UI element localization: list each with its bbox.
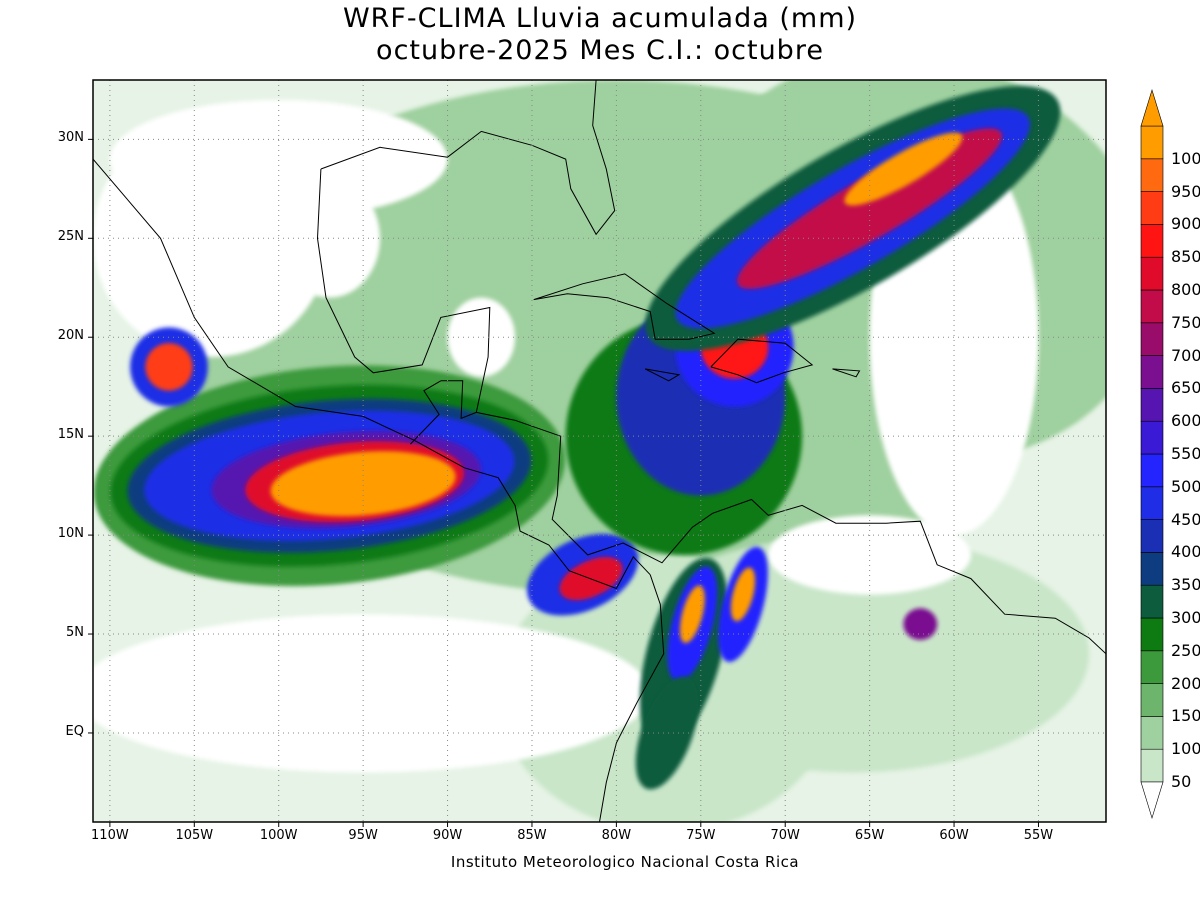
colorbar-swatch	[1140, 355, 1164, 389]
rain-peak-guyana	[903, 608, 938, 640]
coast-yucatan-border	[440, 380, 477, 420]
x-tick-label: 105W	[175, 828, 214, 843]
x-tick-label: 75W	[686, 828, 716, 843]
colorbar-label: 500	[1171, 476, 1200, 496]
colorbar-label: 250	[1171, 640, 1200, 660]
colorbar-swatch	[1140, 716, 1164, 750]
x-tick-label: 85W	[517, 828, 547, 843]
map-frame	[92, 79, 1107, 823]
colorbar-swatch	[1140, 552, 1164, 586]
colorbar-swatch	[1140, 650, 1164, 684]
colorbar-label: 950	[1171, 181, 1200, 201]
rain-contour	[737, 128, 1003, 289]
gridlines	[93, 80, 1106, 822]
coast-gulf-mexico	[316, 168, 1106, 655]
colorbar-label: 400	[1171, 542, 1200, 562]
x-tick-label: 110W	[91, 828, 129, 843]
coast-us-gulf	[320, 80, 616, 236]
rain-peak-pacific	[270, 451, 456, 517]
y-tick-label: 10N	[57, 526, 84, 542]
x-tick-label: 80W	[601, 828, 632, 843]
coast-south-america-west	[599, 574, 665, 822]
colorbar-label: 1000	[1171, 148, 1200, 168]
coast-mexico-pacific	[93, 158, 651, 590]
colorbar-swatch	[1140, 617, 1164, 652]
colorbar-swatch	[1140, 191, 1164, 225]
y-tick-label: 20N	[57, 328, 84, 344]
x-tick-label: 95W	[348, 828, 378, 843]
colorbar-label: 350	[1171, 575, 1200, 595]
x-tick-label: 55W	[1023, 828, 1054, 843]
colorbar-swatch	[1140, 420, 1164, 455]
colorbar-label: 200	[1171, 673, 1200, 693]
y-tick-label: 15N	[57, 427, 84, 443]
x-tick-label: 65W	[854, 828, 885, 843]
colorbar-label: 800	[1171, 280, 1200, 299]
map-title-line1: WRF-CLIMA Lluvia acumulada (mm)	[342, 3, 858, 34]
map-title-line2: octubre-2025 Mes C.I.: octubre	[376, 35, 824, 66]
colorbar-label: 600	[1171, 411, 1200, 431]
coast-mexico-gulf-border	[410, 380, 442, 445]
rain-peak-atlantic	[844, 132, 963, 206]
coast-jamaica	[644, 368, 681, 382]
rain-peak-west-colombia	[679, 585, 705, 644]
colorbar-label: 900	[1171, 214, 1200, 234]
x-tick-label: 100W	[259, 828, 298, 843]
colorbar-label: 300	[1171, 608, 1200, 627]
colorbar-swatch	[1140, 453, 1164, 488]
dry-area-texas	[109, 99, 448, 219]
rain-peak-central-colombia	[730, 567, 756, 622]
colorbar-label: 850	[1171, 247, 1200, 267]
colorbar-label: 700	[1171, 345, 1200, 365]
dry-area-venezuela	[768, 515, 971, 595]
colorbar-swatch	[1140, 519, 1164, 553]
colorbar-swatch	[1140, 289, 1164, 324]
colorbar-label: 750	[1171, 312, 1200, 332]
dry-area-pacific-south	[93, 614, 651, 773]
colorbar-label: 450	[1171, 509, 1200, 529]
colorbar-swatch	[1140, 256, 1164, 291]
x-tick-label: 60W	[939, 828, 969, 843]
y-tick-label: 5N	[66, 625, 84, 641]
rainfall-field	[93, 80, 1106, 822]
coastlines	[93, 80, 1106, 822]
colorbar-swatch	[1140, 224, 1164, 258]
colorbar-swatch	[1140, 158, 1164, 192]
colorbar-label: 50	[1171, 772, 1192, 791]
colorbar-swatch	[1140, 125, 1164, 160]
y-tick-label: 30N	[57, 130, 84, 146]
colorbar-arrow-bottom	[1140, 781, 1164, 820]
colorbar-label: 650	[1171, 378, 1200, 398]
colorbar	[1140, 88, 1164, 820]
x-tick-label: 70W	[770, 828, 800, 843]
coast-hispaniola	[710, 338, 814, 384]
colorbar-swatch	[1140, 584, 1164, 619]
credit-text: Instituto Meteorologico Nacional Costa R…	[450, 853, 800, 871]
colorbar-swatch	[1140, 322, 1164, 356]
x-tick-label: 90W	[432, 828, 463, 843]
colorbar-swatch	[1140, 748, 1164, 783]
colorbar-swatch	[1140, 683, 1164, 717]
y-tick-label: EQ	[65, 723, 84, 739]
rain-contour	[635, 676, 699, 790]
axis-ticks	[88, 138, 1039, 827]
colorbar-swatch	[1140, 486, 1164, 520]
coast-puerto-rico	[832, 368, 861, 378]
dry-area-yucatan	[447, 297, 516, 377]
coast-cuba	[533, 273, 716, 340]
colorbar-label: 100	[1171, 739, 1200, 759]
y-tick-label: 25N	[57, 229, 84, 245]
colorbar-swatch	[1140, 388, 1164, 422]
rain-peak-west-mexico	[145, 343, 193, 391]
colorbar-label: 150	[1171, 706, 1200, 726]
colorbar-arrow-top	[1140, 88, 1164, 127]
colorbar-label: 550	[1171, 444, 1200, 463]
